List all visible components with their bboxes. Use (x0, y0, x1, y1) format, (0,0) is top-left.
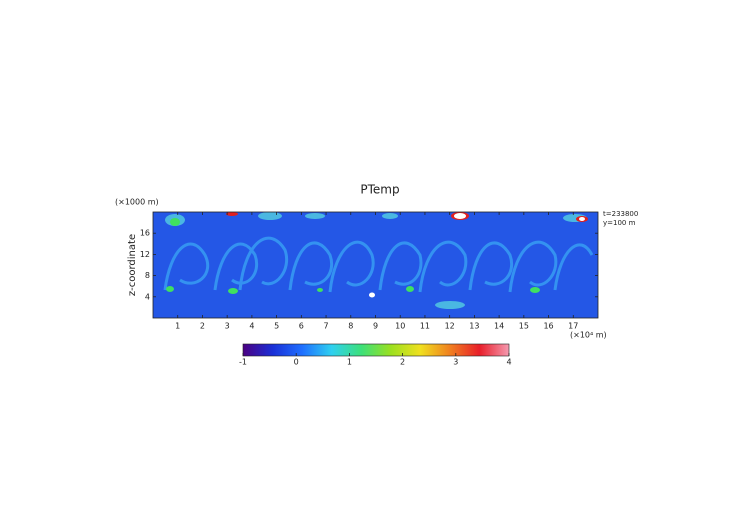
x-tick-label: 4 (249, 322, 254, 331)
x-tick-label: 5 (274, 322, 279, 331)
colorbar-tick-label: 4 (506, 358, 511, 367)
x-tick-label: 13 (469, 322, 479, 331)
x-axis-label: (×10⁴ m) (570, 331, 607, 340)
x-tick-label: 8 (348, 322, 353, 331)
x-tick-label: 15 (519, 322, 529, 331)
colorbar-tick-label: -1 (239, 358, 247, 367)
y-tick-label: 4 (145, 292, 150, 301)
x-tick-label: 3 (225, 322, 230, 331)
annotation: y=100 m (603, 219, 636, 227)
colorbar-tick-label: 0 (294, 358, 299, 367)
chart-title: PTemp (360, 183, 399, 197)
x-tick-label: 14 (494, 322, 504, 331)
colorbar-tick-label: 2 (400, 358, 405, 367)
y-unit-label: (×1000 m) (115, 198, 159, 207)
x-tick-label: 11 (420, 322, 430, 331)
x-tick-label: 12 (445, 322, 455, 331)
x-tick-label: 16 (543, 322, 553, 331)
field (153, 212, 598, 318)
colorbar-tick-label: 1 (347, 358, 352, 367)
x-tick-label: 6 (299, 322, 304, 331)
colorbar (242, 343, 510, 357)
y-tick-label: 8 (145, 271, 150, 280)
x-tick-label: 17 (568, 322, 578, 331)
x-tick-label: 2 (200, 322, 205, 331)
colorbar-tick-label: 3 (453, 358, 458, 367)
x-tick-label: 9 (373, 322, 378, 331)
y-axis-label: z-coordinate (127, 234, 138, 296)
y-tick-label: 16 (140, 229, 150, 238)
y-tick-label: 12 (140, 250, 150, 259)
annotation: t=233800 (603, 210, 638, 218)
x-tick-label: 7 (324, 322, 329, 331)
x-tick-label: 10 (395, 322, 405, 331)
x-tick-label: 1 (175, 322, 180, 331)
